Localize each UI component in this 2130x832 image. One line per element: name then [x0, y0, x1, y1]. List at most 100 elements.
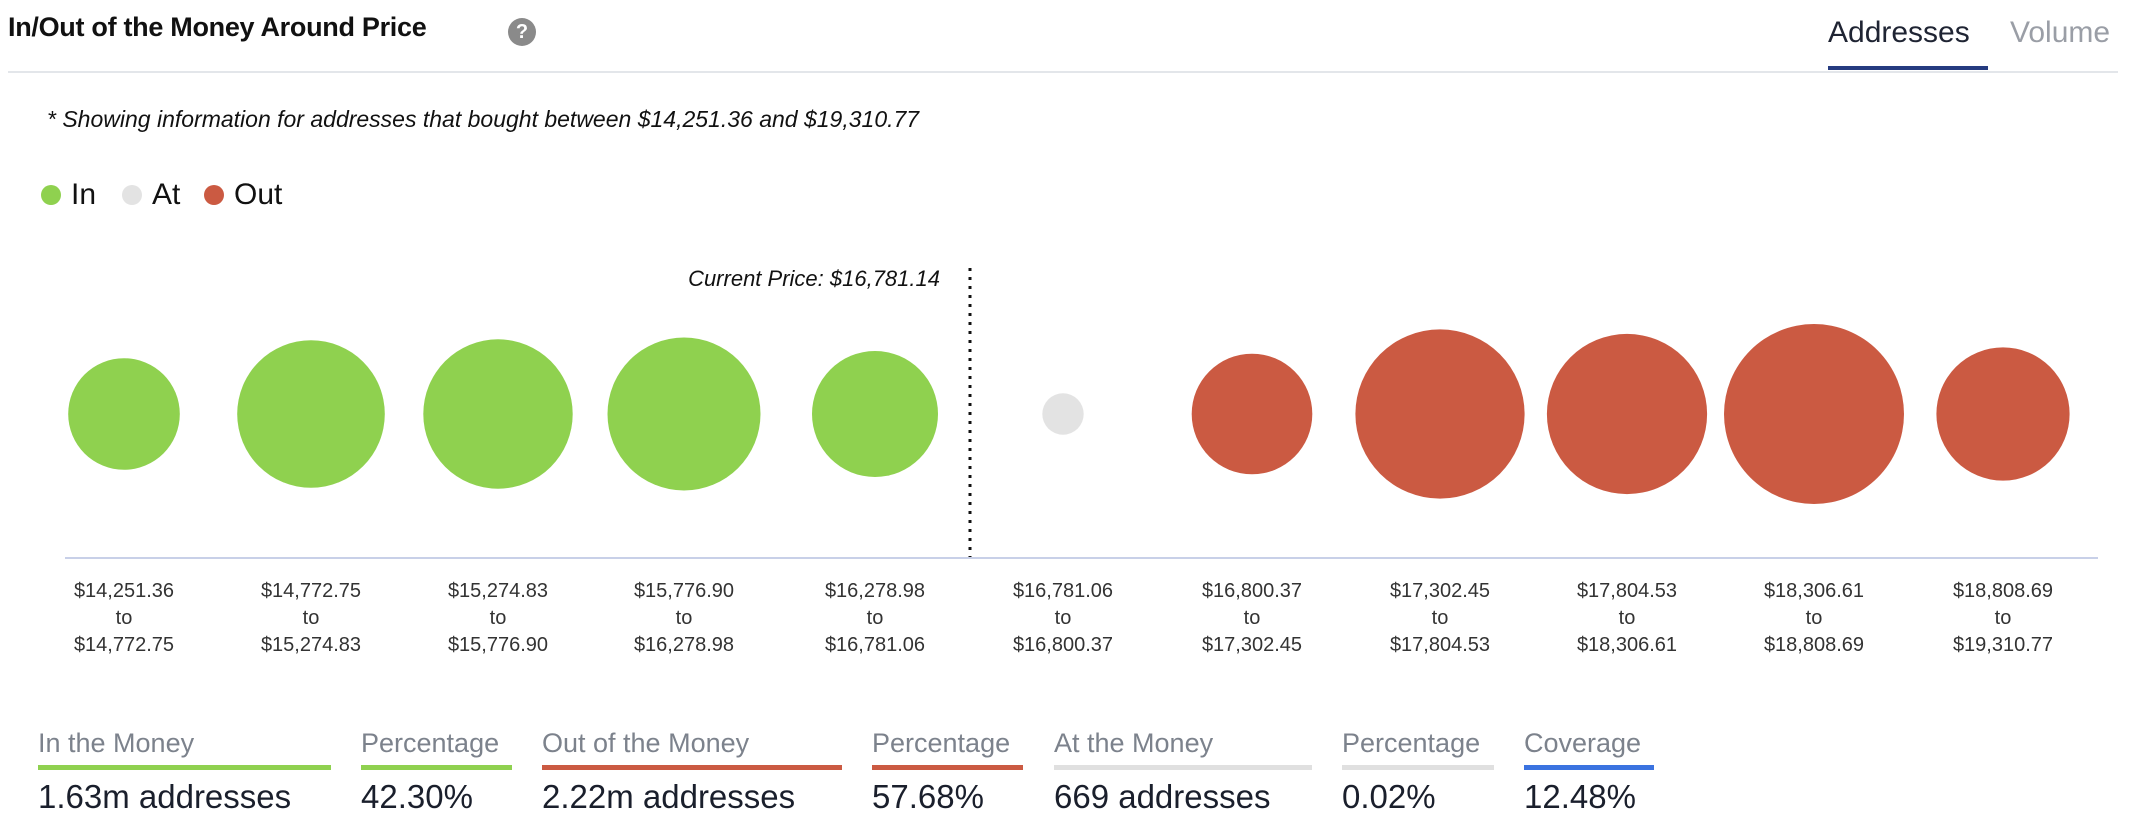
tab-addresses[interactable]: Addresses [1828, 16, 1970, 49]
legend-at[interactable]: At [122, 178, 180, 212]
range-label: $17,302.45 to $17,804.53 [1350, 578, 1530, 659]
page-title: In/Out of the Money Around Price [8, 12, 427, 42]
legend-in[interactable]: In [41, 178, 96, 212]
stat-label: Out of the Money [542, 728, 750, 758]
tab-volume[interactable]: Volume [2010, 16, 2111, 49]
range-sep: to [1805, 607, 1823, 629]
legend-label: In [71, 178, 97, 211]
range-from: $16,278.98 [824, 580, 926, 602]
range-label: $14,772.75 to $15,274.83 [221, 578, 401, 659]
stat-underline [542, 765, 842, 770]
stat-value: 1.63m addresses [38, 778, 292, 815]
bubble-out[interactable] [1355, 329, 1525, 499]
range-to: $15,776.90 [447, 634, 549, 656]
stat-label: At the Money [1054, 728, 1214, 758]
range-sep: to [489, 607, 507, 629]
range-sep: to [1054, 607, 1072, 629]
stat-value: 12.48% [1524, 778, 1636, 815]
stat-underline [361, 765, 512, 770]
stat-label: Percentage [1342, 728, 1481, 758]
stat-in-the-money: In the Money 1.63m addresses [38, 728, 331, 816]
range-from: $15,776.90 [633, 580, 735, 602]
legend-label: Out [234, 178, 283, 211]
range-from: $17,804.53 [1576, 580, 1678, 602]
bubble-out[interactable] [1724, 324, 1904, 504]
stat-underline [1054, 765, 1312, 770]
stat-underline [1524, 765, 1654, 770]
range-label: $14,251.36 to $14,772.75 [34, 578, 214, 659]
range-sep: to [675, 607, 693, 629]
range-to: $17,804.53 [1389, 634, 1491, 656]
legend-at-dot-icon [122, 185, 142, 205]
stat-label: Percentage [361, 728, 500, 758]
stat-out-of-the-money: Out of the Money 2.22m addresses [542, 728, 842, 816]
stat-value: 2.22m addresses [542, 778, 796, 815]
range-label: $18,808.69 to $19,310.77 [1913, 578, 2093, 659]
range-from: $18,808.69 [1952, 580, 2054, 602]
bubble-in[interactable] [68, 358, 180, 470]
range-sep: to [866, 607, 884, 629]
range-from: $15,274.83 [447, 580, 549, 602]
range-sep: to [1431, 607, 1449, 629]
stat-label: Coverage [1524, 728, 1642, 758]
range-to: $15,274.83 [260, 634, 362, 656]
stat-value: 669 addresses [1054, 778, 1271, 815]
range-sep: to [1618, 607, 1636, 629]
range-from: $17,302.45 [1389, 580, 1491, 602]
range-sep: to [1243, 607, 1261, 629]
stat-value: 0.02% [1342, 778, 1436, 815]
legend-in-dot-icon [41, 185, 61, 205]
help-icon[interactable]: ? [508, 18, 536, 46]
stat-underline [872, 765, 1023, 770]
range-to: $14,772.75 [73, 634, 175, 656]
stat-label: In the Money [38, 728, 195, 758]
bubble-out[interactable] [1936, 347, 2070, 481]
bubble-in[interactable] [423, 339, 573, 489]
range-from: $18,306.61 [1763, 580, 1865, 602]
stat-percentage: Percentage 57.68% [872, 728, 1023, 816]
stat-at-the-money: At the Money 669 addresses [1054, 728, 1312, 816]
range-to: $18,808.69 [1763, 634, 1865, 656]
bubble-in[interactable] [812, 351, 938, 477]
legend-out-dot-icon [204, 185, 224, 205]
bubble-out[interactable] [1546, 333, 1708, 495]
range-label: $16,781.06 to $16,800.37 [973, 578, 1153, 659]
active-tab-underline [1828, 66, 1988, 70]
range-to: $18,306.61 [1576, 634, 1678, 656]
range-to: $16,278.98 [633, 634, 735, 656]
bubble-at[interactable] [1042, 393, 1084, 435]
stat-label: Percentage [872, 728, 1011, 758]
range-label: $15,776.90 to $16,278.98 [594, 578, 774, 659]
range-from: $16,800.37 [1201, 580, 1303, 602]
bubble-out[interactable] [1191, 353, 1313, 475]
current-price-label: Current Price: $16,781.14 [688, 266, 940, 291]
bubble-in[interactable] [237, 340, 385, 488]
range-from: $14,772.75 [260, 580, 362, 602]
range-to: $19,310.77 [1952, 634, 2054, 656]
stat-percentage: Percentage 0.02% [1342, 728, 1494, 816]
stat-value: 57.68% [872, 778, 984, 815]
range-sep: to [115, 607, 133, 629]
range-from: $16,781.06 [1012, 580, 1114, 602]
header-divider [8, 71, 2118, 73]
range-label: $17,804.53 to $18,306.61 [1537, 578, 1717, 659]
range-to: $16,800.37 [1012, 634, 1114, 656]
stat-underline [38, 765, 331, 770]
range-label: $16,800.37 to $17,302.45 [1162, 578, 1342, 659]
range-label: $16,278.98 to $16,781.06 [785, 578, 965, 659]
legend-out[interactable]: Out [204, 178, 282, 212]
stat-percentage: Percentage 42.30% [361, 728, 512, 816]
stat-value: 42.30% [361, 778, 473, 815]
range-label: $18,306.61 to $18,808.69 [1724, 578, 1904, 659]
bubble-in[interactable] [607, 337, 761, 491]
range-note: * Showing information for addresses that… [47, 106, 920, 132]
range-sep: to [302, 607, 320, 629]
legend-label: At [152, 178, 181, 211]
stat-coverage: Coverage 12.48% [1524, 728, 1654, 816]
range-label: $15,274.83 to $15,776.90 [408, 578, 588, 659]
range-from: $14,251.36 [73, 580, 175, 602]
range-to: $17,302.45 [1201, 634, 1303, 656]
stat-underline [1342, 765, 1494, 770]
range-sep: to [1994, 607, 2012, 629]
